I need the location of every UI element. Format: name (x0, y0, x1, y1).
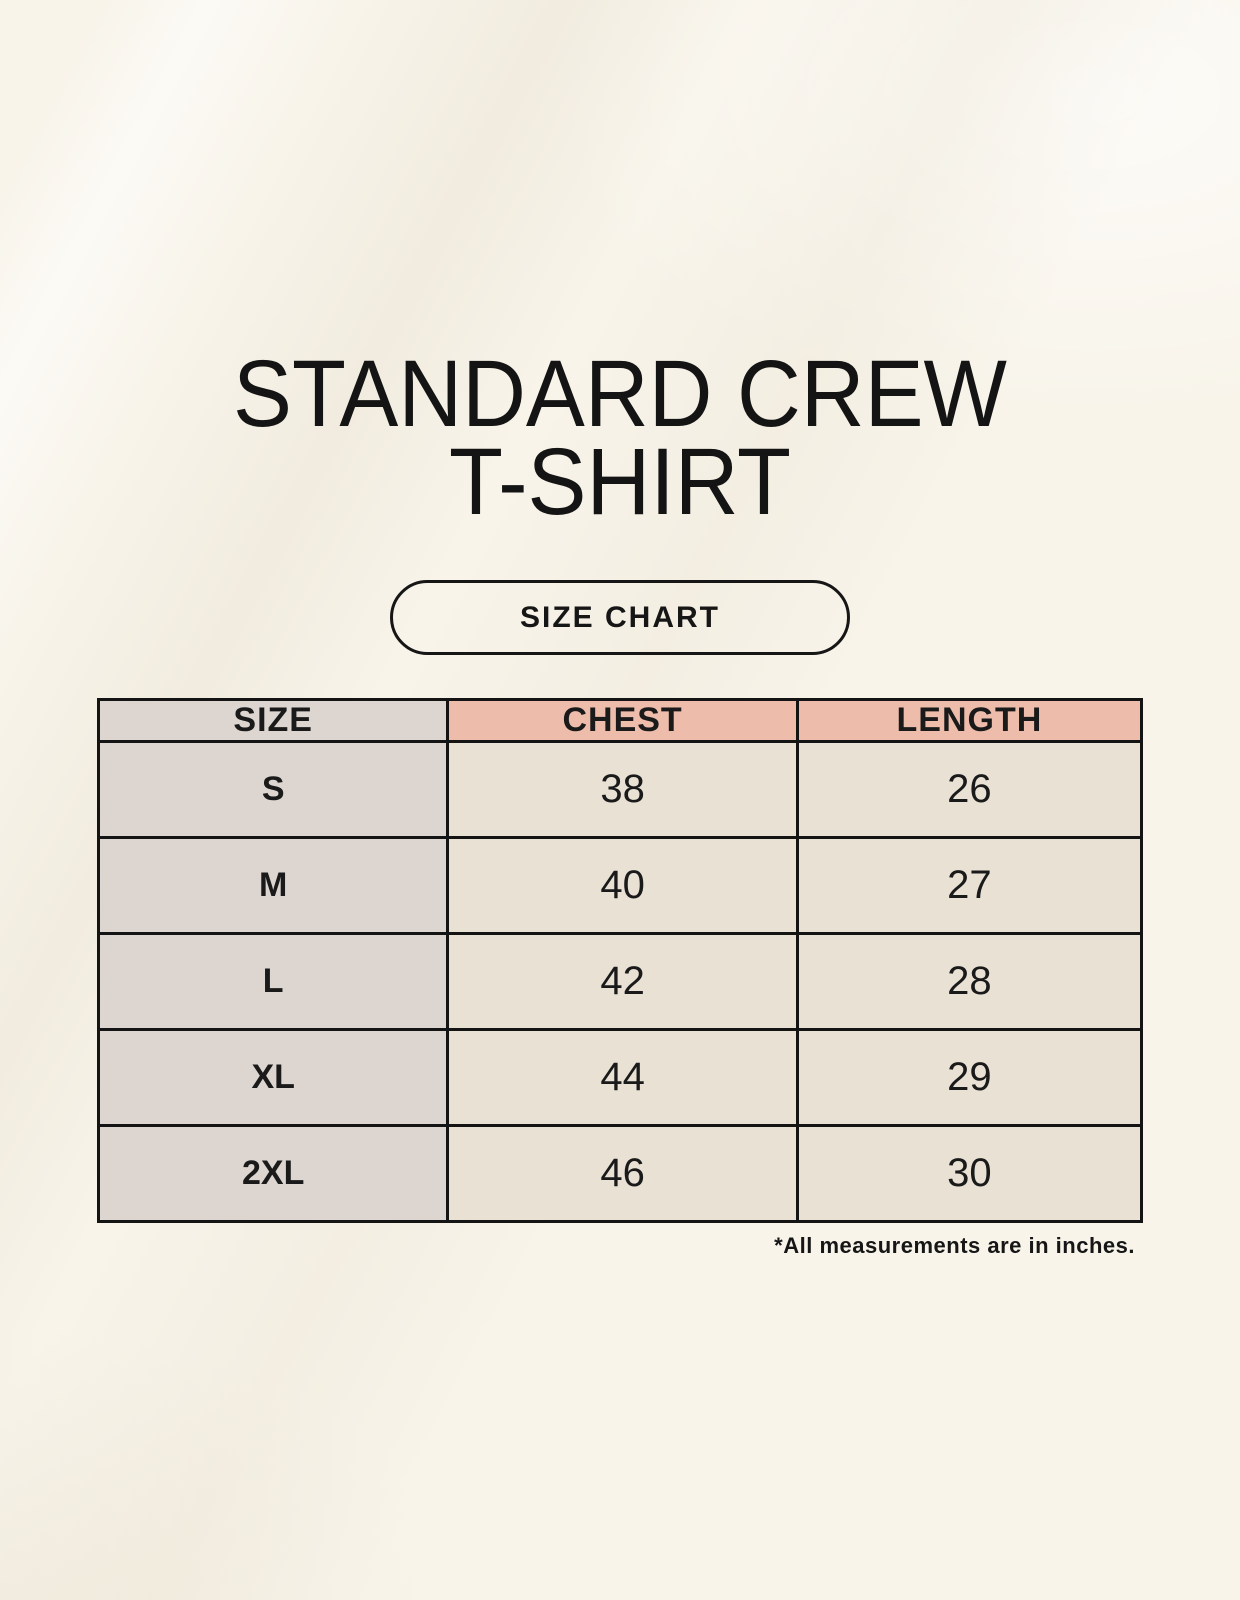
table-row: L 42 28 (96, 932, 1144, 1031)
size-cell: M (96, 836, 450, 935)
table-header-row: SIZE CHEST LENGTH (96, 698, 1144, 743)
length-cell: 29 (795, 1028, 1144, 1127)
size-cell: 2XL (96, 1124, 450, 1223)
length-cell: 28 (795, 932, 1144, 1031)
size-cell: XL (96, 1028, 450, 1127)
column-header-chest: CHEST (446, 698, 799, 743)
length-cell: 26 (795, 740, 1144, 839)
page-title-line1: STANDARD CREW (233, 341, 1007, 447)
length-cell: 30 (795, 1124, 1144, 1223)
size-chart-button[interactable]: SIZE CHART (390, 580, 850, 655)
size-chart-table: SIZE CHEST LENGTH S 38 26 M 40 27 L 42 2… (96, 698, 1144, 1223)
chest-cell: 40 (446, 836, 799, 935)
size-cell: L (96, 932, 450, 1031)
page-title: STANDARD CREW T-SHIRT (43, 341, 1196, 535)
size-chart-button-label: SIZE CHART (520, 600, 720, 634)
chest-cell: 46 (446, 1124, 799, 1223)
measurements-footnote: *All measurements are in inches. (774, 1233, 1135, 1258)
table-row: XL 44 29 (96, 1028, 1144, 1127)
chest-cell: 44 (446, 1028, 799, 1127)
table-row: M 40 27 (96, 836, 1144, 935)
chest-cell: 42 (446, 932, 799, 1031)
table-row: S 38 26 (96, 740, 1144, 839)
chest-cell: 38 (446, 740, 799, 839)
column-header-length: LENGTH (795, 698, 1144, 743)
length-cell: 27 (795, 836, 1144, 935)
column-header-size: SIZE (96, 698, 450, 743)
table-row: 2XL 46 30 (96, 1124, 1144, 1223)
size-cell: S (96, 740, 450, 839)
page-title-line2: T-SHIRT (449, 429, 791, 535)
